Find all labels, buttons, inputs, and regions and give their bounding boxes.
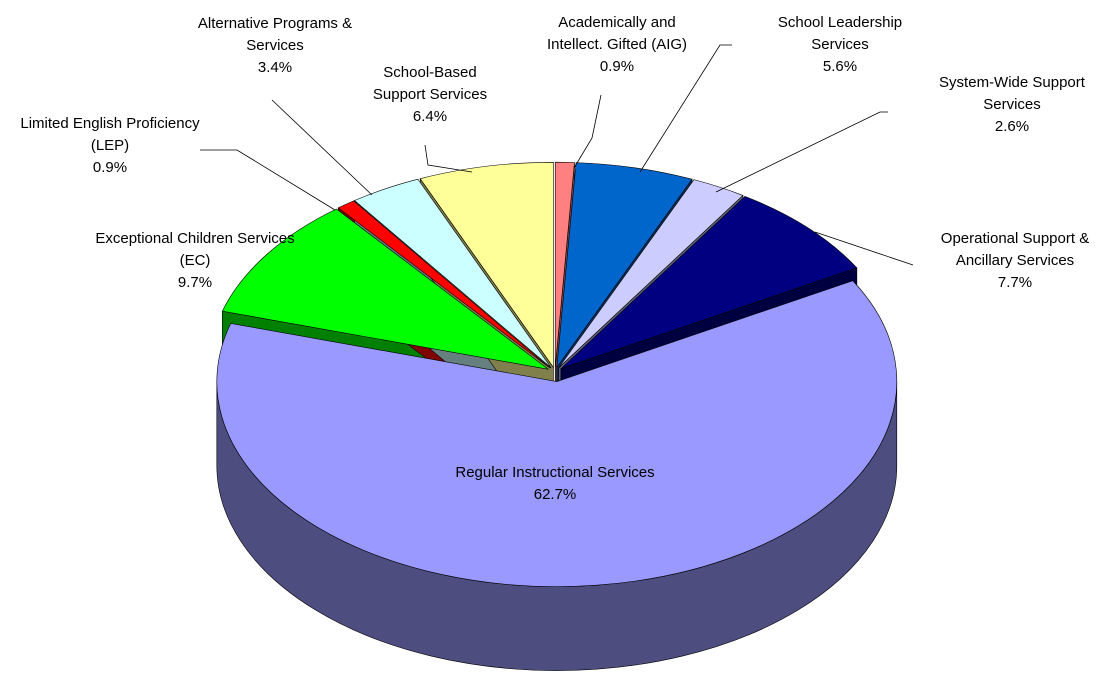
slice — [419, 161, 554, 369]
leader-line — [814, 231, 914, 266]
leader-line — [271, 99, 373, 196]
leader-line — [573, 94, 602, 169]
slice-label: System-Wide Support Services 2.6% — [939, 72, 1085, 138]
slice-label: Operational Support & Ancillary Services… — [941, 228, 1089, 294]
slice — [216, 280, 898, 587]
category-label: Academically and Intellect. Gifted (AIG) — [546, 14, 688, 53]
category-label: School Leadership Services — [777, 14, 903, 53]
leader-line — [639, 44, 732, 173]
category-label: Regular Instructional Services — [455, 464, 655, 481]
value-label: 3.4% — [257, 59, 293, 76]
leader-line — [424, 144, 473, 173]
value-label: 6.4% — [412, 108, 448, 125]
value-label: 5.6% — [822, 58, 858, 75]
leader-line — [715, 111, 888, 193]
slice-label: School Leadership Services 5.6% — [778, 12, 902, 78]
slice — [560, 196, 858, 369]
slice — [558, 179, 744, 368]
slice-label: Exceptional Children Services (EC) 9.7% — [95, 228, 294, 294]
value-label: 0.9% — [599, 58, 635, 75]
slice-label: Alternative Programs & Services 3.4% — [198, 13, 352, 79]
category-label: Operational Support & Ancillary Services — [940, 230, 1090, 269]
value-label: 7.7% — [997, 274, 1033, 291]
value-label: 9.7% — [177, 274, 213, 291]
slice — [556, 162, 693, 369]
value-label: 0.9% — [92, 159, 128, 176]
slice-label: Regular Instructional Services 62.7% — [455, 462, 654, 506]
category-label: Exceptional Children Services (EC) — [95, 230, 295, 269]
slice — [337, 200, 551, 369]
slice-label: Limited English Proficiency (LEP) 0.9% — [20, 113, 199, 179]
category-label: School-Based Support Services — [372, 64, 488, 103]
slice — [353, 178, 552, 369]
category-label: Alternative Programs & Services — [197, 15, 353, 54]
slice — [554, 161, 575, 368]
category-label: Limited English Proficiency (LEP) — [20, 115, 200, 154]
slice-label: Academically and Intellect. Gifted (AIG)… — [547, 12, 687, 78]
category-label: System-Wide Support Services — [939, 74, 1085, 113]
value-label: 2.6% — [994, 118, 1030, 135]
slice-label: School-Based Support Services 6.4% — [373, 62, 487, 128]
leader-line — [200, 149, 336, 211]
value-label: 62.7% — [533, 486, 577, 503]
slice — [221, 208, 549, 370]
